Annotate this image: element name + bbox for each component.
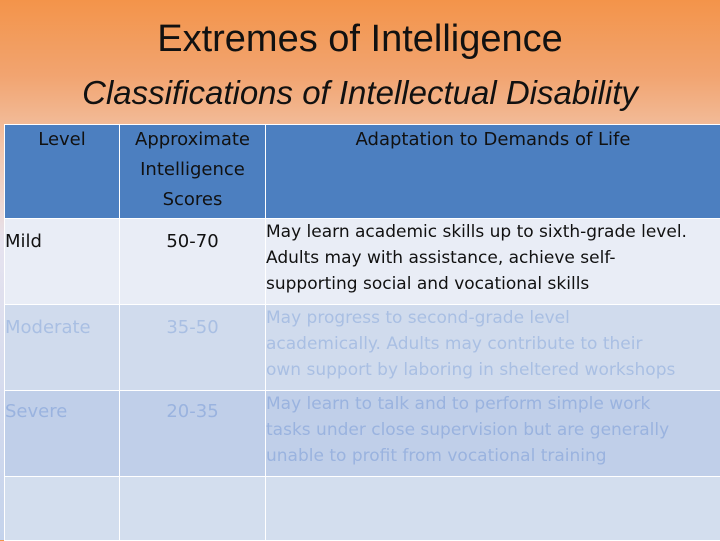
level-cell: Mild: [5, 219, 120, 305]
score-cell: 35-50: [120, 305, 266, 391]
adaptation-cell: May progress to second-grade level acade…: [266, 305, 720, 391]
adaptation-line: unable to profit from vocational trainin…: [266, 443, 720, 469]
header-scores-line1: Approximate: [120, 125, 265, 155]
table-row-empty: [5, 477, 720, 541]
adaptation-cell: May learn academic skills up to sixth-gr…: [266, 219, 720, 305]
header-level: Level: [5, 125, 120, 219]
header-scores-line3: Scores: [120, 185, 265, 215]
adaptation-line: May learn academic skills up to sixth-gr…: [266, 219, 720, 245]
adaptation-line: own support by laboring in sheltered wor…: [266, 357, 720, 383]
adaptation-line: academically. Adults may contribute to t…: [266, 331, 720, 357]
adaptation-line: May progress to second-grade level: [266, 305, 720, 331]
level-cell: Severe: [5, 391, 120, 477]
table-row: Severe 20-35 May learn to talk and to pe…: [5, 391, 720, 477]
classification-table: Level Approximate Intelligence Scores Ad…: [4, 124, 720, 541]
adaptation-cell: May learn to talk and to perform simple …: [266, 391, 720, 477]
score-cell: 50-70: [120, 219, 266, 305]
score-cell: 20-35: [120, 391, 266, 477]
header-scores-line2: Intelligence: [120, 155, 265, 185]
slide-title: Extremes of Intelligence: [0, 18, 720, 61]
header-adaptation: Adaptation to Demands of Life: [266, 125, 720, 219]
adaptation-line: tasks under close supervision but are ge…: [266, 417, 720, 443]
title-area: Extremes of Intelligence Classifications…: [0, 0, 720, 125]
empty-cell: [266, 477, 720, 541]
empty-cell: [120, 477, 266, 541]
table-row: Moderate 35-50 May progress to second-gr…: [5, 305, 720, 391]
adaptation-line: May learn to talk and to perform simple …: [266, 391, 720, 417]
table-row: Mild 50-70 May learn academic skills up …: [5, 219, 720, 305]
adaptation-line: supporting social and vocational skills: [266, 271, 720, 297]
empty-cell: [5, 477, 120, 541]
header-scores: Approximate Intelligence Scores: [120, 125, 266, 219]
level-cell: Moderate: [5, 305, 120, 391]
slide-subtitle: Classifications of Intellectual Disabili…: [0, 74, 720, 112]
adaptation-line: Adults may with assistance, achieve self…: [266, 245, 720, 271]
table-header-row: Level Approximate Intelligence Scores Ad…: [5, 125, 720, 219]
